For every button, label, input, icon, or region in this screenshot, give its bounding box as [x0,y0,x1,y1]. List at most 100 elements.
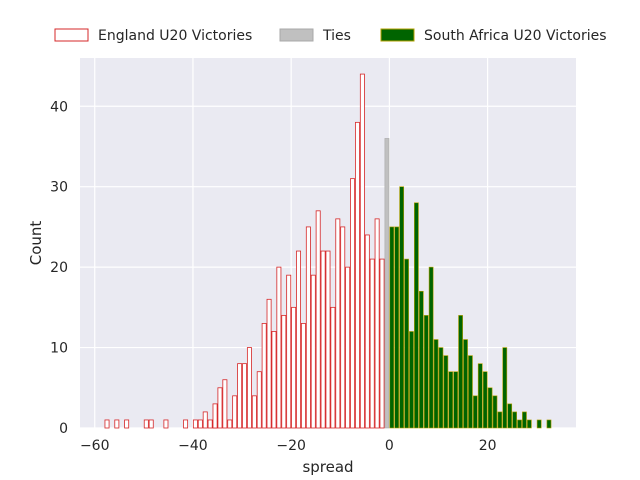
england-bar [325,250,331,429]
x-tick-label: −20 [276,438,306,454]
england-bar [197,419,203,429]
england-bar [364,234,370,429]
south-africa-bar [536,419,542,429]
legend: England U20 Victories Ties South Africa U2… [54,28,607,44]
y-tick-label: 20 [50,260,68,276]
england-bar [335,218,341,429]
england-bar [296,250,301,429]
england-bar [237,363,243,429]
england-bar [266,298,272,429]
england-bar [359,73,365,429]
england-bar [143,419,149,429]
england-bar [305,226,311,429]
south-africa-bar [526,419,532,429]
south-africa-bar [472,395,478,429]
south-africa-bar [428,266,434,429]
legend-england: England U20 Victories [54,28,252,44]
south-africa-bar [487,387,493,429]
england-bar [315,210,321,429]
england-bar [232,395,238,429]
south-africa-bar [546,419,552,429]
legend-label: England U20 Victories [98,28,252,44]
england-bar [222,379,228,429]
england-bar [291,306,297,429]
y-axis-ticks: 0 10 20 30 40 [50,99,68,437]
south-africa-bar [482,371,488,429]
x-tick-label: −40 [178,438,208,454]
south-africa-bar [453,371,459,429]
england-bar [212,403,218,429]
legend-label: South Africa U20 Victories [424,28,607,44]
england-bar [350,178,356,429]
ties-bar [384,138,390,429]
south-africa-bar [394,226,400,429]
england-bar [330,306,336,429]
south-africa-bar [404,258,409,429]
legend-label: Ties [322,28,351,44]
england-bar [192,419,198,429]
england-bar [379,258,385,429]
bars [104,73,552,429]
england-bar [124,419,130,429]
england-bar [355,121,360,429]
england-bar [276,266,282,429]
south-africa-bar [468,355,473,429]
england-bar [202,411,208,429]
south-africa-bar [448,371,454,429]
england-bar [114,419,120,429]
england-bar [369,258,375,429]
legend-ties: Ties [279,28,351,44]
south-africa-bar [512,411,517,429]
england-bar [271,331,277,429]
x-tick-label: 0 [385,438,394,454]
england-bar [183,419,189,429]
england-bar [246,347,252,429]
england-bar [242,363,247,429]
y-tick-label: 10 [50,341,68,357]
england-bar [310,274,316,429]
south-africa-bar [492,395,498,429]
south-africa-bar [414,202,419,429]
england-bar [104,419,110,429]
south-africa-bar [502,347,508,429]
england-bar [227,419,233,429]
england-bar [217,387,223,429]
y-tick-label: 0 [59,421,68,437]
south-africa-bar [438,347,444,429]
england-bar [261,323,267,429]
x-axis-ticks: −60 −40 −20 0 20 [80,438,497,454]
y-tick-label: 40 [50,99,68,115]
south-africa-bar [463,339,468,429]
legend-swatch [54,28,89,42]
y-tick-label: 30 [50,180,68,196]
england-bar [300,323,306,429]
south-africa-bar [433,339,439,429]
south-africa-bar [418,290,424,429]
england-bar [320,250,326,429]
south-africa-bar [409,331,414,429]
south-africa-bar [522,411,527,429]
england-bar [256,371,262,429]
england-bar [286,274,292,429]
south-africa-bar [389,226,395,429]
south-africa-bar [458,315,463,429]
south-africa-bar [517,419,522,429]
england-bar [163,419,169,429]
south-africa-bar [507,403,513,429]
england-bar [281,314,287,429]
x-axis-label: spread [302,458,353,476]
england-bar [374,218,380,429]
x-tick-label: 20 [479,438,497,454]
south-africa-bar [497,411,503,429]
legend-south-africa: South Africa U20 Victories [380,28,607,44]
england-bar [345,266,351,429]
england-bar [207,419,213,429]
x-tick-label: −60 [80,438,110,454]
england-bar [340,226,346,429]
south-africa-bar [477,363,483,429]
legend-swatch [380,28,415,42]
south-africa-bar [443,355,449,429]
england-bar [148,419,154,429]
y-axis-label: Count [27,221,45,266]
